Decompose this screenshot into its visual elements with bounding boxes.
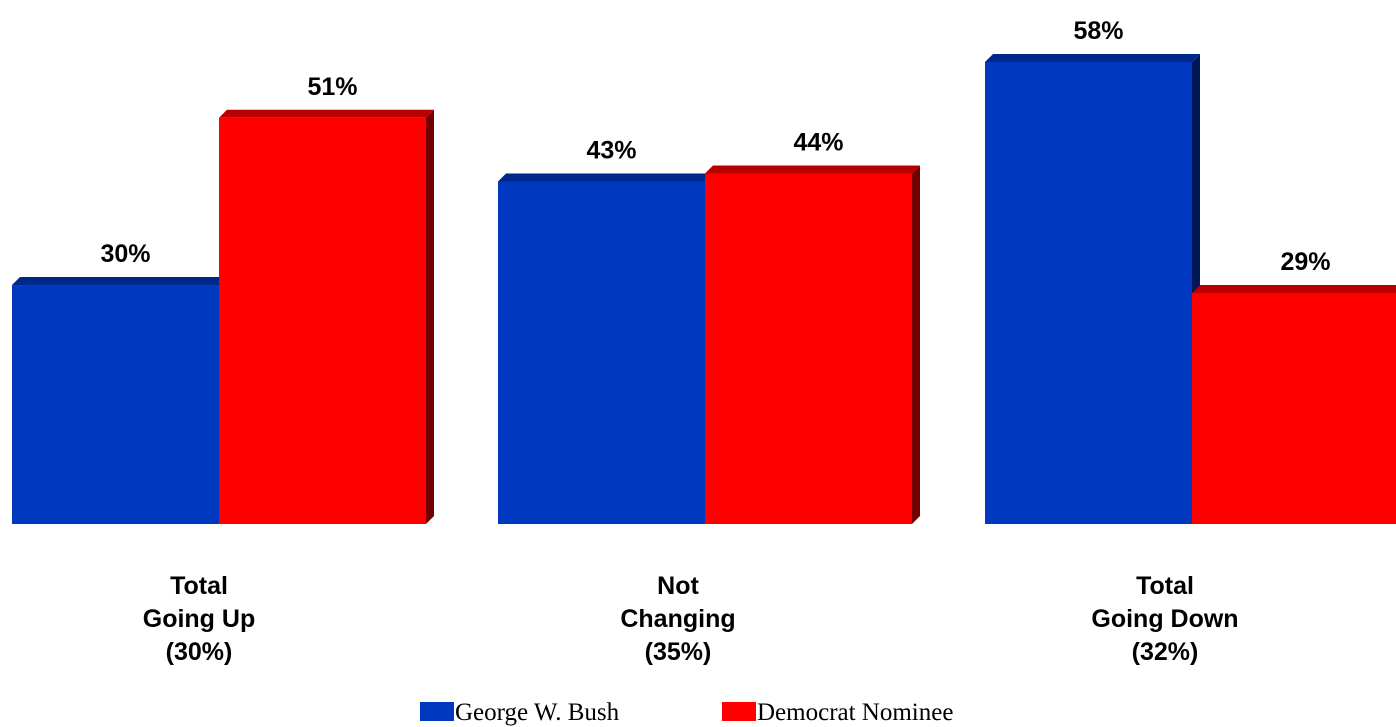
bar-top <box>985 54 1200 62</box>
bar-democrat-0 <box>219 109 434 525</box>
bar-democrat-2 <box>1192 285 1396 524</box>
category-label-1-line-2: (35%) <box>645 638 712 666</box>
category-label-2-line-2: (32%) <box>1132 638 1199 666</box>
bar-side <box>426 109 434 525</box>
legend-label: George W. Bush <box>455 699 620 726</box>
bar-front <box>705 173 912 524</box>
bar-top <box>219 109 434 118</box>
legend-label: Democrat Nominee <box>757 699 953 726</box>
legend-item-bush: George W. Bush <box>420 699 620 726</box>
legend-swatch <box>722 702 756 721</box>
bar-bush-2 <box>985 54 1200 524</box>
bar-bush-0 <box>12 277 227 524</box>
legend-item-democrat: Democrat Nominee <box>722 699 953 726</box>
bar-top <box>1192 285 1396 293</box>
data-labels-layer: 30% 51% 43% 44% 58% 29% <box>100 17 1330 276</box>
data-label-bush-1: 43% <box>586 136 636 164</box>
bar-top <box>12 277 227 286</box>
bar-front <box>1192 293 1396 524</box>
bar-side <box>912 165 920 524</box>
category-label-2-line-0: Total <box>1136 572 1194 600</box>
category-label-0-line-2: (30%) <box>166 638 233 666</box>
bar-front <box>12 285 219 524</box>
bar-front <box>985 62 1192 524</box>
bar-democrat-1 <box>705 165 920 524</box>
data-label-democrat-1: 44% <box>793 129 843 157</box>
category-label-0-line-1: Going Up <box>143 605 255 633</box>
bar-top <box>498 173 713 182</box>
data-label-bush-0: 30% <box>100 240 150 268</box>
category-labels-layer: Total Going Up (30%) Not Changing (35%) Total G… <box>143 572 1239 666</box>
bar-top <box>705 165 920 174</box>
category-label-1-line-1: Changing <box>620 605 735 633</box>
category-label-2-line-1: Going Down <box>1091 605 1238 633</box>
data-label-bush-2: 58% <box>1073 17 1123 45</box>
category-label-1-line-0: Not <box>657 572 699 600</box>
legend-swatch <box>420 702 454 721</box>
legend: George W. Bush Democrat Nominee <box>420 699 953 726</box>
data-label-democrat-0: 51% <box>307 73 357 101</box>
category-label-0-line-0: Total <box>170 572 228 600</box>
bar-front <box>219 117 426 525</box>
bar-front <box>498 181 705 524</box>
bars-layer <box>12 54 1396 525</box>
data-label-democrat-2: 29% <box>1280 248 1330 276</box>
bar-bush-1 <box>498 173 713 524</box>
